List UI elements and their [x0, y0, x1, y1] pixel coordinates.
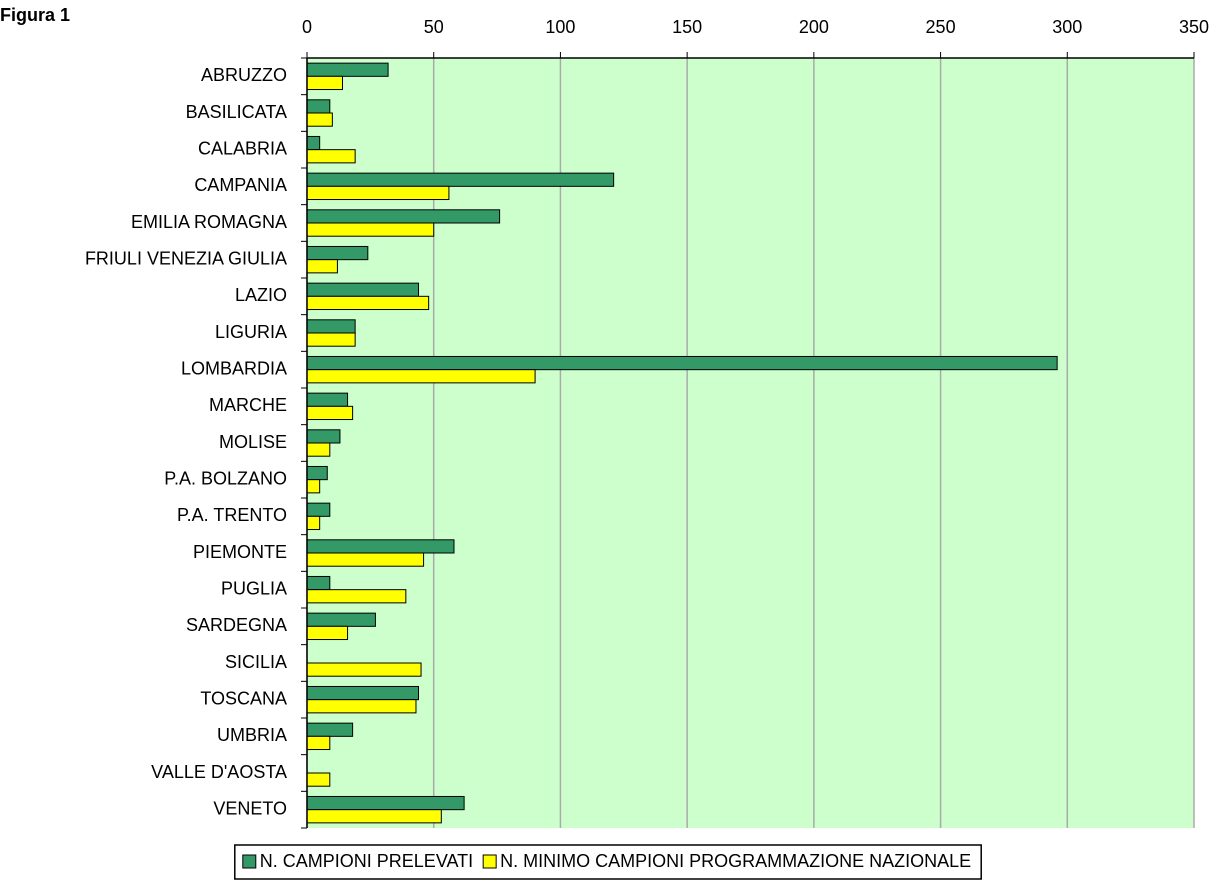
- bar: [306, 515, 321, 531]
- bar: [306, 429, 341, 444]
- x-tick-label: 200: [799, 17, 829, 37]
- bar: [306, 502, 331, 517]
- bar: [306, 172, 615, 187]
- bar: [306, 282, 420, 297]
- y-tick-label: SARDEGNA: [186, 615, 287, 635]
- legend: N. CAMPIONI PRELEVATI N. MINIMO CAMPIONI …: [234, 844, 982, 880]
- y-tick-label: VALLE D'AOSTA: [151, 762, 287, 782]
- legend-swatch: [482, 854, 497, 869]
- bar: [306, 625, 349, 641]
- bar: [306, 405, 354, 421]
- y-tick-label: EMILIA ROMAGNA: [131, 212, 287, 232]
- bar: [306, 62, 389, 77]
- y-tick-label: PIEMONTE: [193, 542, 287, 562]
- bar: [306, 442, 331, 457]
- x-tick-label: 350: [1179, 17, 1209, 37]
- y-tick-label: PUGLIA: [221, 578, 287, 598]
- y-tick-label: FRIULI VENEZIA GIULIA: [85, 248, 287, 268]
- bar: [306, 259, 338, 274]
- x-tick-label: 150: [672, 17, 702, 37]
- x-tick-label: 300: [1052, 17, 1082, 37]
- bar: [306, 772, 331, 787]
- y-tick-label: TOSCANA: [200, 688, 287, 708]
- bar: [306, 612, 376, 627]
- y-tick-label: UMBRIA: [217, 725, 287, 745]
- bar: [306, 185, 450, 201]
- bar: [306, 355, 1058, 371]
- y-tick-label: LOMBARDIA: [181, 358, 287, 378]
- bar: [306, 575, 331, 591]
- bar: [306, 722, 354, 737]
- legend-label: N. MINIMO CAMPIONI PROGRAMMAZIONE NAZION…: [500, 851, 971, 871]
- bar: [306, 795, 465, 811]
- bar: [306, 699, 417, 714]
- y-tick-label: P.A. TRENTO: [177, 505, 287, 525]
- bar: [306, 735, 331, 751]
- bar: [306, 295, 430, 311]
- bar: [306, 319, 356, 334]
- y-tick-label: MOLISE: [219, 432, 287, 452]
- legend-box: [234, 844, 982, 880]
- bar: [306, 209, 501, 224]
- y-tick-label: VENETO: [213, 798, 287, 818]
- bar: [306, 369, 536, 384]
- bar: [306, 149, 356, 164]
- x-tick-label: 250: [926, 17, 956, 37]
- y-tick-label: MARCHE: [209, 395, 287, 415]
- bar: [306, 75, 343, 91]
- bar: [306, 135, 321, 151]
- legend-label: N. CAMPIONI PRELEVATI: [260, 851, 473, 871]
- bar: [306, 552, 425, 567]
- x-tick-label: 0: [302, 17, 312, 37]
- y-tick-label: ABRUZZO: [201, 65, 287, 85]
- x-tick-label: 50: [424, 17, 444, 37]
- y-tick-label: LAZIO: [235, 285, 287, 305]
- bar: [306, 222, 435, 237]
- bar: [306, 332, 356, 347]
- bar: [306, 99, 331, 114]
- bar: [306, 685, 420, 701]
- y-tick-label: P.A. BOLZANO: [164, 468, 287, 488]
- bar: [306, 465, 328, 481]
- bar: [306, 479, 321, 494]
- x-tick-label: 100: [545, 17, 575, 37]
- legend-swatch: [242, 854, 257, 869]
- y-tick-label: LIGURIA: [215, 322, 287, 342]
- bar: [306, 245, 369, 261]
- y-tick-label: SICILIA: [225, 652, 287, 672]
- bar: [306, 589, 407, 604]
- bar: [306, 809, 442, 824]
- chart-title: Figura 1: [0, 5, 70, 25]
- bar: [306, 539, 455, 554]
- bar: [306, 112, 333, 127]
- y-tick-label: CALABRIA: [198, 138, 287, 158]
- bar: [306, 392, 349, 407]
- y-tick-label: CAMPANIA: [194, 175, 287, 195]
- bar: [306, 662, 422, 677]
- y-tick-label: BASILICATA: [186, 102, 287, 122]
